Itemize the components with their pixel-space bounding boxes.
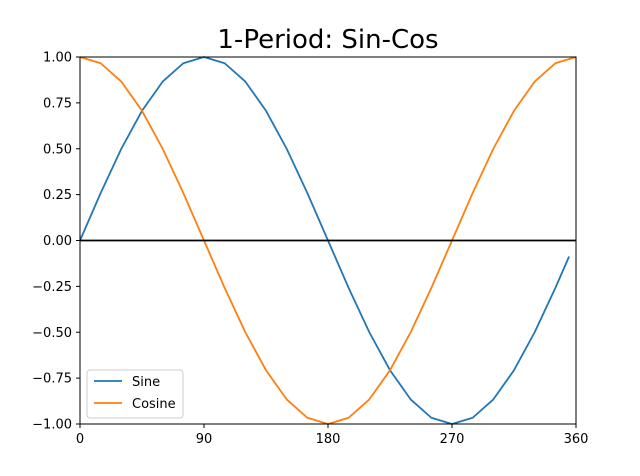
y-tick-label: −0.75 bbox=[32, 372, 72, 387]
x-tick-label: 270 bbox=[440, 432, 465, 447]
legend-label-cosine: Cosine bbox=[132, 397, 176, 412]
x-tick-label: 180 bbox=[316, 432, 341, 447]
y-tick-label: −0.25 bbox=[32, 280, 72, 295]
y-tick-label: −0.50 bbox=[32, 326, 72, 341]
y-tick-label: 1.00 bbox=[43, 51, 72, 66]
y-tick-label: 0.75 bbox=[43, 96, 72, 111]
x-tick-label: 90 bbox=[196, 432, 213, 447]
legend-box bbox=[86, 369, 184, 419]
y-tick-label: −1.00 bbox=[32, 418, 72, 433]
legend: Sine Cosine bbox=[86, 369, 184, 419]
y-tick-label: 0.00 bbox=[43, 234, 72, 249]
x-tick-label: 360 bbox=[564, 432, 589, 447]
y-tick-label: 0.25 bbox=[43, 188, 72, 203]
x-tick-label: 0 bbox=[76, 432, 84, 447]
legend-label-sine: Sine bbox=[132, 375, 160, 390]
y-tick-label: 0.50 bbox=[43, 142, 72, 157]
chart-title: 1-Period: Sin-Cos bbox=[217, 25, 438, 55]
plot-area: 0 90 180 270 360 1.00 0.75 0.50 0.25 0.00 −0.25 −0.… bbox=[32, 51, 588, 448]
